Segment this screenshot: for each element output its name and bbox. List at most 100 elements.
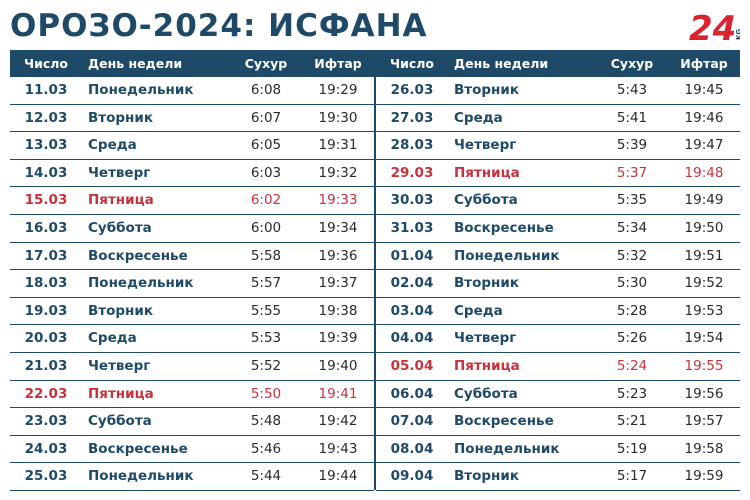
cell-iftar: 19:34 [318, 219, 358, 236]
cell-date: 18.03 [24, 275, 68, 292]
cell-date: 19.03 [24, 302, 68, 319]
logo-text: 24 [689, 9, 736, 47]
cell-suhur: 5:43 [616, 82, 648, 98]
table-row: 31.03 Воскресенье 5:34 19:50 [376, 215, 740, 243]
cell-day: Воскресенье [454, 219, 554, 236]
header-day: День недели [88, 56, 183, 71]
table-row: 19.03 Вторник 5:55 19:38 [10, 298, 374, 326]
cell-suhur: 5:52 [250, 357, 282, 374]
cell-date: 16.03 [24, 219, 68, 236]
cell-day: Понедельник [454, 440, 560, 457]
cell-suhur: 6:02 [250, 192, 282, 209]
table-row: 07.04 Воскресенье 5:21 19:57 [376, 408, 740, 436]
table-row: 02.04 Вторник 5:30 19:52 [376, 270, 740, 298]
cell-suhur: 5:17 [616, 468, 648, 485]
cell-day: Среда [88, 137, 137, 154]
cell-suhur: 5:50 [250, 385, 282, 402]
cell-day: Суббота [454, 192, 518, 209]
cell-day: Суббота [88, 413, 152, 430]
table-row: 11.03 Понедельник 6:08 19:29 [10, 77, 374, 105]
table-row: 06.04 Суббота 5:23 19:56 [376, 381, 740, 409]
header-date: Число [23, 56, 68, 71]
cell-suhur: 5:58 [250, 247, 282, 264]
table-row: 17.03 Воскресенье 5:58 19:36 [10, 243, 374, 271]
table-row: 29.03 Пятница 5:37 19:48 [376, 160, 740, 188]
table-header: Число День недели Сухур Ифтар [10, 50, 374, 77]
cell-suhur: 6:07 [250, 109, 282, 126]
cell-date: 31.03 [390, 219, 434, 236]
cell-iftar: 19:30 [318, 109, 358, 126]
cell-day: Четверг [88, 357, 151, 374]
cell-date: 14.03 [24, 164, 68, 181]
cell-date: 01.04 [390, 247, 434, 264]
cell-iftar: 19:49 [684, 192, 724, 209]
cell-iftar: 19:54 [684, 330, 724, 347]
cell-date: 29.03 [390, 164, 434, 181]
cell-iftar: 19:56 [684, 385, 724, 402]
header-suhur: Сухур [244, 56, 288, 71]
cell-date: 06.04 [390, 385, 434, 402]
table-row: 24.03 Воскресенье 5:46 19:43 [10, 436, 374, 464]
cell-date: 02.04 [390, 275, 434, 292]
cell-day: Четверг [454, 137, 517, 154]
cell-iftar: 19:33 [318, 192, 358, 209]
cell-day: Понедельник [88, 82, 194, 98]
cell-suhur: 5:32 [616, 247, 648, 264]
table-row: 21.03 Четверг 5:52 19:40 [10, 353, 374, 381]
table-row: 13.03 Среда 6:05 19:31 [10, 132, 374, 160]
cell-iftar: 19:50 [684, 219, 724, 236]
cell-iftar: 19:47 [684, 137, 724, 154]
cell-suhur: 5:35 [616, 192, 648, 209]
cell-suhur: 6:03 [250, 164, 282, 181]
cell-iftar: 19:32 [318, 164, 358, 181]
cell-iftar: 19:38 [318, 302, 358, 319]
cell-date: 04.04 [390, 330, 434, 347]
cell-suhur: 5:48 [250, 413, 282, 430]
cell-iftar: 19:55 [684, 357, 724, 374]
header-iftar: Ифтар [314, 56, 362, 71]
cell-iftar: 19:29 [318, 82, 358, 98]
cell-day: Пятница [88, 192, 154, 209]
table-row: 05.04 Пятница 5:24 19:55 [376, 353, 740, 381]
cell-suhur: 5:39 [616, 137, 648, 154]
table-body: 11.03 Понедельник 6:08 19:29 12.03 Вторник 6:0… [10, 77, 374, 491]
cell-suhur: 5:53 [250, 330, 282, 347]
cell-iftar: 19:43 [318, 440, 358, 457]
table-row: 27.03 Среда 5:41 19:46 [376, 105, 740, 133]
cell-day: Вторник [88, 109, 154, 126]
cell-date: 27.03 [390, 109, 434, 126]
cell-date: 24.03 [24, 440, 68, 457]
cell-suhur: 6:00 [250, 219, 282, 236]
header-suhur: Сухур [610, 56, 654, 71]
cell-iftar: 19:39 [318, 330, 358, 347]
cell-date: 26.03 [390, 82, 434, 98]
table-row: 08.04 Понедельник 5:19 19:58 [376, 436, 740, 464]
cell-iftar: 19:45 [684, 82, 724, 98]
cell-date: 30.03 [390, 192, 434, 209]
cell-date: 15.03 [24, 192, 68, 209]
cell-suhur: 5:46 [250, 440, 282, 457]
cell-day: Среда [454, 302, 503, 319]
cell-day: Понедельник [454, 247, 560, 264]
cell-iftar: 19:57 [684, 413, 724, 430]
brand-logo: 24 KG [689, 9, 740, 47]
cell-date: 13.03 [24, 137, 68, 154]
table-row: 14.03 Четверг 6:03 19:32 [10, 160, 374, 188]
cell-suhur: 5:44 [250, 468, 282, 485]
cell-iftar: 19:42 [318, 413, 358, 430]
cell-suhur: 6:08 [250, 82, 282, 98]
cell-day: Воскресенье [454, 413, 554, 430]
cell-date: 08.04 [390, 440, 434, 457]
cell-date: 12.03 [24, 109, 68, 126]
table-row: 16.03 Суббота 6:00 19:34 [10, 215, 374, 243]
table-row: 12.03 Вторник 6:07 19:30 [10, 105, 374, 133]
cell-suhur: 5:28 [616, 302, 648, 319]
cell-iftar: 19:52 [684, 275, 724, 292]
table-row: 04.04 Четверг 5:26 19:54 [376, 325, 740, 353]
cell-day: Вторник [454, 468, 520, 485]
table-row: 18.03 Понедельник 5:57 19:37 [10, 270, 374, 298]
cell-suhur: 5:23 [616, 385, 648, 402]
cell-date: 17.03 [24, 247, 68, 264]
cell-iftar: 19:37 [318, 275, 358, 292]
cell-date: 07.04 [390, 413, 434, 430]
